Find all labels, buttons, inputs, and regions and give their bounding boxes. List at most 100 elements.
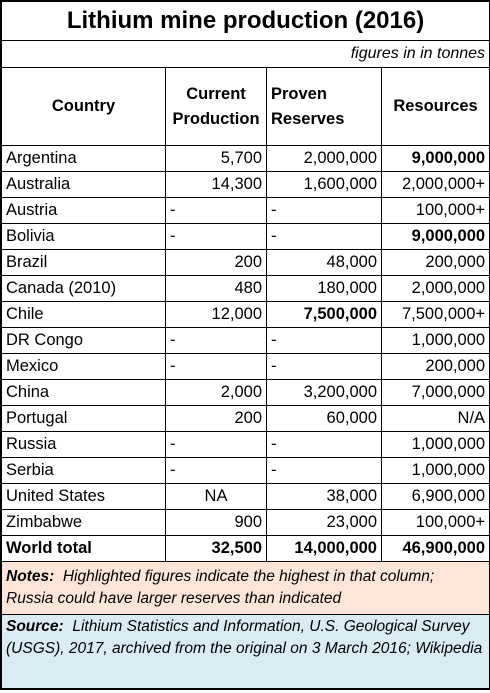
reserves-cell: 1,600,000 xyxy=(266,171,382,198)
country-cell: Zimbabwe xyxy=(1,509,166,536)
country-cell: Argentina xyxy=(1,145,166,172)
production-cell: - xyxy=(165,457,267,484)
resources-cell: 1,000,000 xyxy=(380,327,490,354)
table-row: Bolivia - -9,000,000 xyxy=(1,223,490,250)
source-text: Lithium Statistics and Information, U.S.… xyxy=(6,618,483,657)
units-note: figures in in tonnes xyxy=(0,40,490,68)
country-cell: China xyxy=(1,379,166,406)
table-row: Portugal 200 60,000 N/A xyxy=(1,405,490,432)
table-row: Austria - -100,000+ xyxy=(1,197,490,224)
notes-text: Highlighted figures indicate the highest… xyxy=(6,568,435,607)
resources-cell: 100,000+ xyxy=(380,509,490,536)
resources-cell: N/A xyxy=(380,405,490,432)
reserves-cell: - xyxy=(266,197,382,224)
resources-cell: 100,000+ xyxy=(380,197,490,224)
header-resources: Resources xyxy=(380,67,490,146)
table-row: China 2,000 3,200,000 7,000,000 xyxy=(1,379,490,406)
reserves-cell: 2,000,000 xyxy=(266,145,382,172)
production-cell: 480 xyxy=(165,275,267,302)
table-row: Brazil 200 48,000 200,000 xyxy=(1,249,490,276)
table-row: Zimbabwe 900 23,000 100,000+ xyxy=(1,509,490,536)
notes-row: Notes: Highlighted figures indicate the … xyxy=(0,561,490,615)
production-cell: - xyxy=(165,327,267,354)
units-row: figures in in tonnes xyxy=(0,40,490,68)
header-proven-reserves: Proven Reserves xyxy=(266,67,382,146)
country-cell: Australia xyxy=(1,171,166,198)
resources-cell: 200,000 xyxy=(380,249,490,276)
country-cell: Mexico xyxy=(1,353,166,380)
header-current-production: Current Production xyxy=(165,67,267,146)
production-cell: 5,700 xyxy=(165,145,267,172)
table-row: Serbia - -1,000,000 xyxy=(1,457,490,484)
reserves-cell: - xyxy=(266,457,382,484)
reserves-cell: - xyxy=(266,353,382,380)
total-resources-cell: 46,900,000 xyxy=(380,535,490,562)
total-reserves-cell: 14,000,000 xyxy=(266,535,382,562)
production-cell: 200 xyxy=(165,249,267,276)
resources-cell: 9,000,000 xyxy=(380,223,490,250)
country-cell: Serbia xyxy=(1,457,166,484)
reserves-cell: - xyxy=(266,223,382,250)
country-cell: Chile xyxy=(1,301,166,328)
production-cell: 2,000 xyxy=(165,379,267,406)
resources-cell: 1,000,000 xyxy=(380,457,490,484)
notes-label: Notes: xyxy=(6,568,55,585)
production-cell: NA xyxy=(165,483,267,510)
table-row: Mexico - -200,000 xyxy=(1,353,490,380)
production-cell: 12,000 xyxy=(165,301,267,328)
resources-cell: 9,000,000 xyxy=(380,145,490,172)
reserves-cell: 60,000 xyxy=(266,405,382,432)
header-current-line2: Production xyxy=(172,109,260,128)
production-cell: - xyxy=(165,431,267,458)
source-label: Source: xyxy=(6,618,64,635)
country-cell: Austria xyxy=(1,197,166,224)
production-cell: - xyxy=(165,353,267,380)
header-proven-line2: Reserves xyxy=(271,109,345,128)
reserves-cell: - xyxy=(266,431,382,458)
country-cell: Canada (2010) xyxy=(1,275,166,302)
resources-cell: 2,000,000+ xyxy=(380,171,490,198)
reserves-cell: 3,200,000 xyxy=(266,379,382,406)
production-cell: 14,300 xyxy=(165,171,267,198)
country-cell: United States xyxy=(1,483,166,510)
reserves-cell: 38,000 xyxy=(266,483,382,510)
reserves-cell: - xyxy=(266,327,382,354)
header-current-line1: Current xyxy=(186,84,246,103)
total-label-cell: World total xyxy=(1,535,166,562)
table-row: DR Congo - -1,000,000 xyxy=(1,327,490,354)
table-title-row: Lithium mine production (2016) xyxy=(0,1,490,41)
header-proven-line1: Proven xyxy=(271,84,327,103)
table-row: Russia - -1,000,000 xyxy=(1,431,490,458)
resources-cell: 7,000,000 xyxy=(380,379,490,406)
header-country: Country xyxy=(1,67,166,146)
source-cell: Source: Lithium Statistics and Informati… xyxy=(0,614,490,689)
total-production-cell: 32,500 xyxy=(165,535,267,562)
production-cell: 200 xyxy=(165,405,267,432)
table-row: Argentina 5,700 2,000,000 9,000,000 xyxy=(1,145,490,172)
country-cell: DR Congo xyxy=(1,327,166,354)
production-cell: - xyxy=(165,223,267,250)
country-cell: Russia xyxy=(1,431,166,458)
source-row: Source: Lithium Statistics and Informati… xyxy=(0,614,490,689)
resources-cell: 200,000 xyxy=(380,353,490,380)
resources-cell: 1,000,000 xyxy=(380,431,490,458)
resources-cell: 7,500,000+ xyxy=(380,301,490,328)
reserves-cell: 7,500,000 xyxy=(266,301,382,328)
table-row: United States NA 38,000 6,900,000 xyxy=(1,483,490,510)
reserves-cell: 48,000 xyxy=(266,249,382,276)
resources-cell: 6,900,000 xyxy=(380,483,490,510)
total-row: World total 32,500 14,000,000 46,900,000 xyxy=(1,535,490,562)
production-cell: 900 xyxy=(165,509,267,536)
country-cell: Portugal xyxy=(1,405,166,432)
resources-cell: 2,000,000 xyxy=(380,275,490,302)
table-row: Australia 14,300 1,600,000 2,000,000+ xyxy=(1,171,490,198)
table-row: Chile 12,000 7,500,000 7,500,000+ xyxy=(1,301,490,328)
header-row: Country Current Production Proven Reserv… xyxy=(1,67,490,146)
table-title: Lithium mine production (2016) xyxy=(0,1,490,41)
notes-cell: Notes: Highlighted figures indicate the … xyxy=(0,561,490,615)
reserves-cell: 23,000 xyxy=(266,509,382,536)
reserves-cell: 180,000 xyxy=(266,275,382,302)
country-cell: Brazil xyxy=(1,249,166,276)
table-row: Canada (2010) 480 180,000 2,000,000 xyxy=(1,275,490,302)
